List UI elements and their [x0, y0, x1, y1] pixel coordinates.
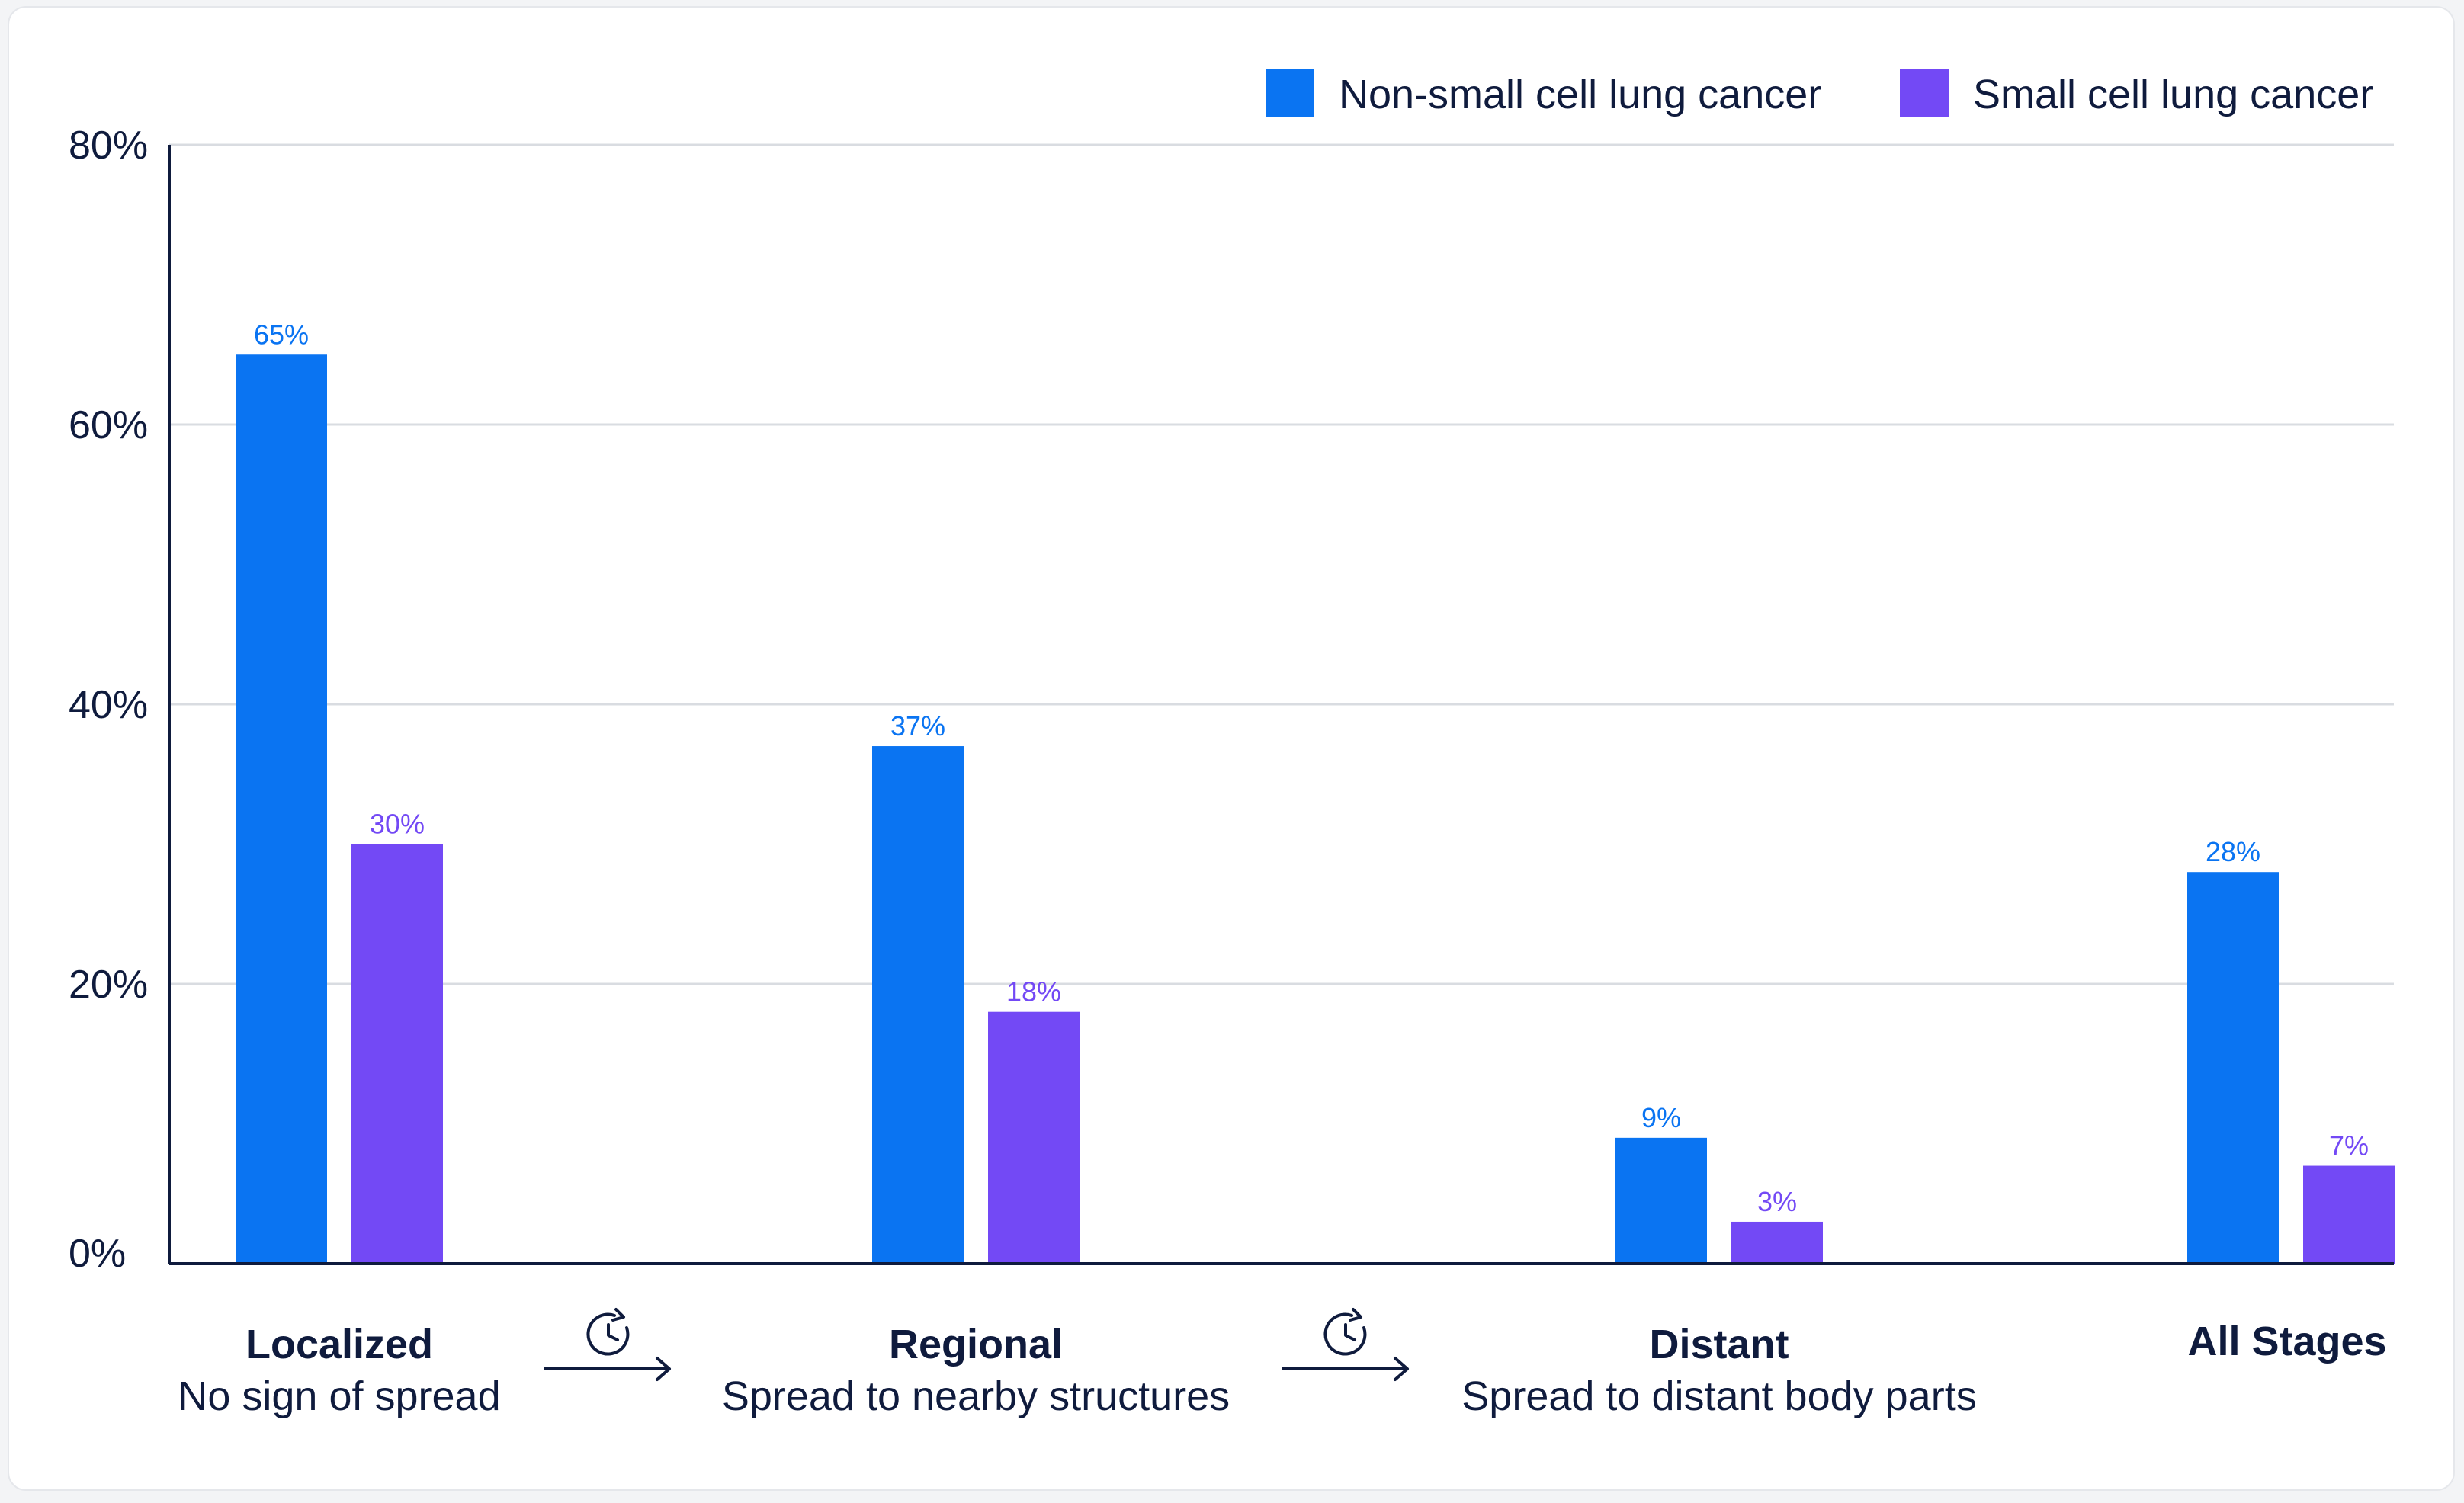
- y-tick-label: 80%: [69, 123, 148, 168]
- y-axis-ticks: 0% 20% 40% 60% 80%: [69, 123, 148, 1276]
- bar-nsclc: [2187, 872, 2279, 1264]
- bar-sclc: [2303, 1165, 2395, 1264]
- clock-refresh-tip: [1349, 1308, 1362, 1322]
- bars: [236, 354, 2395, 1264]
- category-label: Distant: [1649, 1322, 1789, 1367]
- clock-arrow-icon: [1282, 1308, 1409, 1381]
- data-label: 28%: [2206, 836, 2260, 867]
- data-label: 37%: [890, 710, 945, 742]
- y-tick-label: 0%: [69, 1232, 126, 1276]
- bar-sclc: [351, 844, 443, 1264]
- category-subtitle: Spread to nearby structures: [722, 1373, 1230, 1419]
- arrow-head-icon: [656, 1357, 671, 1381]
- legend-label: Small cell lung cancer: [1973, 72, 2373, 117]
- legend: Non-small cell lung cancer Small cell lun…: [1266, 69, 2373, 117]
- bar-nsclc: [1615, 1137, 1707, 1264]
- clock-refresh-tip: [611, 1308, 625, 1322]
- axes: [168, 145, 2394, 1265]
- data-label: 9%: [1641, 1102, 1681, 1133]
- clock-circle: [1323, 1312, 1367, 1356]
- clock-hands: [1344, 1323, 1356, 1341]
- arrow-head-icon: [1394, 1357, 1409, 1381]
- data-label: 3%: [1757, 1186, 1797, 1217]
- bar-sclc: [988, 1011, 1080, 1264]
- data-label: 18%: [1006, 976, 1061, 1008]
- category-labels: Localized No sign of spread Regional Spread…: [178, 1319, 2386, 1419]
- y-tick-label: 20%: [69, 963, 148, 1007]
- legend-swatch: [1900, 69, 1949, 117]
- clock-arrow-icon: [544, 1308, 671, 1381]
- category-subtitle: No sign of spread: [178, 1373, 500, 1419]
- data-label: 30%: [370, 809, 425, 840]
- y-tick-label: 60%: [69, 403, 148, 447]
- data-labels: 65% 30% 37% 18% 9% 3% 28% 7%: [254, 319, 2369, 1217]
- stage-arrows: [544, 1308, 1409, 1381]
- bar-sclc: [1731, 1221, 1823, 1264]
- grid-lines: [169, 143, 2394, 985]
- data-label: 65%: [254, 319, 309, 350]
- clock-hands: [607, 1323, 619, 1341]
- bar-nsclc: [236, 354, 327, 1264]
- legend-swatch: [1266, 69, 1314, 117]
- category-label: Regional: [889, 1322, 1063, 1367]
- bar-nsclc: [872, 746, 964, 1264]
- category-subtitle: Spread to distant body parts: [1461, 1373, 1976, 1419]
- category-label: Localized: [245, 1322, 433, 1367]
- clock-circle: [586, 1312, 630, 1356]
- category-label: All Stages: [2187, 1319, 2386, 1364]
- legend-label: Non-small cell lung cancer: [1339, 72, 1821, 117]
- y-tick-label: 40%: [69, 683, 148, 727]
- data-label: 7%: [2329, 1130, 2369, 1162]
